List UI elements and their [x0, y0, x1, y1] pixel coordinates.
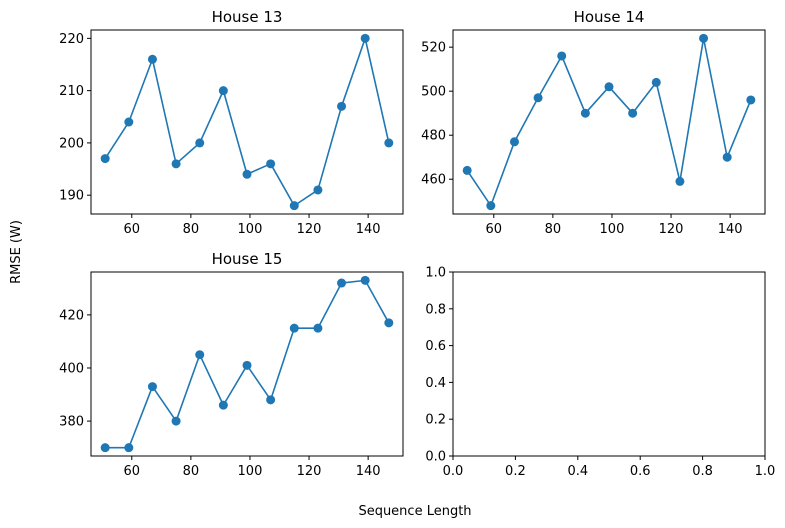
axes-frame [452, 29, 766, 215]
y-tick-label: 500 [421, 85, 446, 100]
x-tick-label: 1.0 [755, 464, 776, 479]
x-tick-label: 140 [356, 222, 381, 237]
x-tick-label: 0.8 [692, 464, 713, 479]
subplot-2: 60 80 100 120 140 460 480 500 520 House 14 [421, 8, 766, 237]
data-point [266, 159, 276, 169]
y-tick-label: 0.6 [425, 339, 446, 354]
x-tick-label: 120 [659, 222, 684, 237]
data-point [218, 400, 228, 410]
data-point [651, 77, 661, 87]
data-point [171, 159, 181, 169]
y-tick-label: 220 [59, 32, 84, 47]
data-point [384, 318, 394, 328]
y-tick-label: 520 [421, 41, 446, 56]
y-tick-label: 460 [421, 173, 446, 188]
subplot-3: 60 80 100 120 140 380 400 420 House 15 [59, 250, 404, 479]
subplot-title: House 13 [212, 8, 283, 26]
x-tick-label: 120 [297, 222, 322, 237]
axes-frame [452, 271, 766, 457]
data-point [675, 176, 685, 186]
y-tick-label: 0.0 [425, 450, 446, 465]
data-point [147, 54, 157, 64]
x-tick-label: 0.6 [630, 464, 651, 479]
series-line [466, 37, 752, 207]
subplot-title: House 14 [574, 8, 645, 26]
x-tick-label: 100 [600, 222, 625, 237]
data-point [722, 152, 732, 162]
data-point [699, 33, 709, 43]
data-point [266, 395, 276, 405]
x-tick-label: 0.4 [567, 464, 588, 479]
y-tick-label: 1.0 [425, 266, 446, 281]
y-tick-label: 480 [421, 129, 446, 144]
data-point [360, 33, 370, 43]
x-tick-label: 140 [718, 222, 743, 237]
data-point [124, 443, 134, 453]
data-point [462, 165, 472, 175]
data-point [195, 138, 205, 148]
data-point [557, 51, 567, 61]
x-tick-label: 60 [123, 222, 140, 237]
y-tick-label: 200 [59, 136, 84, 151]
data-point [242, 169, 252, 179]
x-tick-label: 60 [485, 222, 502, 237]
data-point [218, 86, 228, 96]
x-tick-label: 120 [297, 464, 322, 479]
data-point [337, 278, 347, 288]
data-point [337, 101, 347, 111]
y-tick-label: 0.8 [425, 302, 446, 317]
y-tick-label: 0.2 [425, 413, 446, 428]
data-point [313, 323, 323, 333]
axes-frame [90, 271, 404, 457]
data-point [509, 137, 519, 147]
data-point [124, 117, 134, 127]
data-point [384, 138, 394, 148]
data-point [100, 443, 110, 453]
figure-x-label: Sequence Length [358, 504, 471, 519]
data-point [580, 108, 590, 118]
data-point [746, 95, 756, 105]
data-point [289, 323, 299, 333]
x-tick-label: 0.2 [505, 464, 526, 479]
x-tick-label: 80 [545, 222, 562, 237]
data-point [360, 275, 370, 285]
data-point [604, 82, 614, 92]
y-tick-label: 420 [59, 308, 84, 323]
data-point [147, 382, 157, 392]
data-point [533, 93, 543, 103]
y-tick-label: 190 [59, 189, 84, 204]
series-line [104, 37, 390, 207]
x-tick-label: 140 [356, 464, 381, 479]
data-point [486, 201, 496, 211]
x-tick-label: 80 [183, 464, 200, 479]
y-tick-label: 400 [59, 361, 84, 376]
y-tick-label: 0.4 [425, 376, 446, 391]
x-tick-label: 60 [123, 464, 140, 479]
axes-frame [90, 29, 404, 215]
x-tick-label: 100 [238, 222, 263, 237]
x-tick-label: 100 [238, 464, 263, 479]
data-point [242, 360, 252, 370]
subplot-title: House 15 [212, 250, 283, 268]
x-tick-label: 80 [183, 222, 200, 237]
x-tick-label: 0.0 [443, 464, 464, 479]
data-point [195, 350, 205, 360]
y-tick-label: 380 [59, 415, 84, 430]
data-point [100, 154, 110, 164]
subplot-grid: 60 80 100 120 140 190 200 210 220 House 13 60 80 100… [59, 8, 775, 479]
data-point [171, 416, 181, 426]
data-point [289, 201, 299, 211]
data-point [628, 108, 638, 118]
subplot-4: 0.0 0.2 0.4 0.6 0.8 1.0 0.0 0.2 0.4 0.6 0.8 1.0 [425, 266, 775, 480]
subplot-1: 60 80 100 120 140 190 200 210 220 House 13 [59, 8, 404, 237]
data-point [313, 185, 323, 195]
figure-y-label: RMSE (W) [9, 220, 24, 284]
y-tick-label: 210 [59, 84, 84, 99]
